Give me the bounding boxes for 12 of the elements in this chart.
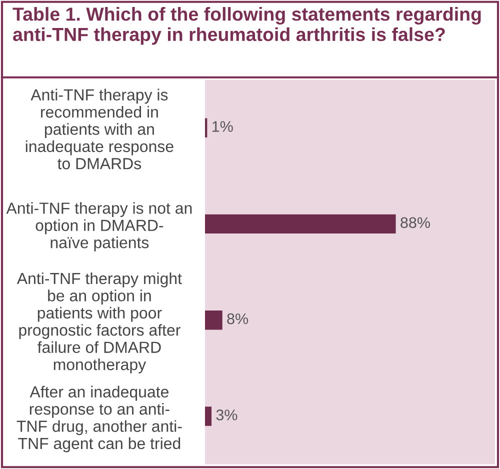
bar — [205, 214, 396, 234]
y-tick-label: Anti-TNF therapy might be an option in patients with poor prognostic factors after failure of DMARD monotherapy — [16, 272, 182, 374]
data-label: 1% — [212, 121, 233, 132]
y-tick-label: Anti-TNF therapy is recommended in patients with an inadequate response to DMARDs — [26, 88, 174, 170]
data-label: 8% — [227, 313, 248, 324]
bar — [205, 406, 212, 426]
data-label: 88% — [400, 217, 430, 228]
y-tick-label: Anti-TNF therapy is not an option in DMARD- naïve patients — [6, 202, 192, 252]
chart-title: Table 1. Which of the following statements regarding anti-TNF therapy in rheumatoid arthritis is false? — [12, 7, 481, 45]
data-label: 3% — [216, 410, 238, 420]
y-tick-label: After an inadequate response to an anti- TNF drug, another anti- TNF agent can be tried — [16, 386, 182, 452]
bar — [205, 310, 222, 330]
